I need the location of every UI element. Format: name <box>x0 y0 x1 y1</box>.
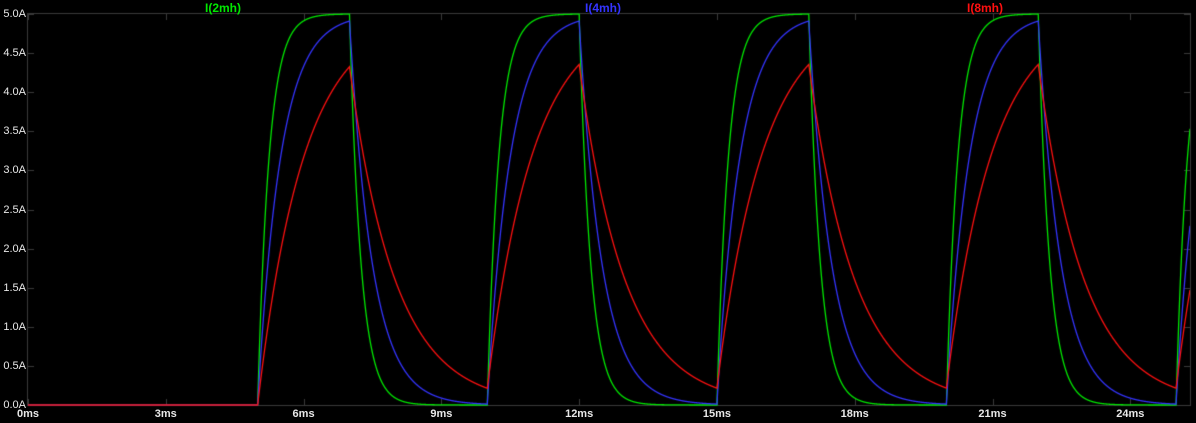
y-tick-label: 0.0A <box>3 399 26 411</box>
x-tick-label: 15ms <box>702 408 731 420</box>
y-tick-label: 5.0A <box>3 8 26 20</box>
y-tick-label: 4.5A <box>3 47 26 60</box>
x-tick-label: 0ms <box>16 408 40 420</box>
y-tick-label: 3.5A <box>3 125 26 138</box>
trace-label-i4mh[interactable]: I(4mh) <box>585 1 621 15</box>
x-tick-label: 3ms <box>154 408 177 420</box>
y-tick-label: 1.0A <box>3 320 26 333</box>
x-tick-label: 9ms <box>430 408 453 420</box>
y-tick-label: 1.5A <box>3 281 26 294</box>
trace-label-i8mh[interactable]: I(8mh) <box>967 1 1003 15</box>
y-tick-label: 4.0A <box>3 86 26 99</box>
y-tick-label: 2.5A <box>3 203 26 216</box>
trace-label-i2mh[interactable]: I(2mh) <box>205 1 241 15</box>
x-tick-label: 18ms <box>840 408 869 420</box>
x-tick-label: 12ms <box>565 408 594 420</box>
x-tick-label: 24ms <box>1116 408 1145 420</box>
y-tick-label: 3.0A <box>3 164 26 177</box>
x-tick-label: 21ms <box>978 408 1007 420</box>
y-tick-label: 0.5A <box>3 359 26 372</box>
x-tick-label: 6ms <box>292 408 315 420</box>
y-tick-label: 2.0A <box>3 242 26 255</box>
